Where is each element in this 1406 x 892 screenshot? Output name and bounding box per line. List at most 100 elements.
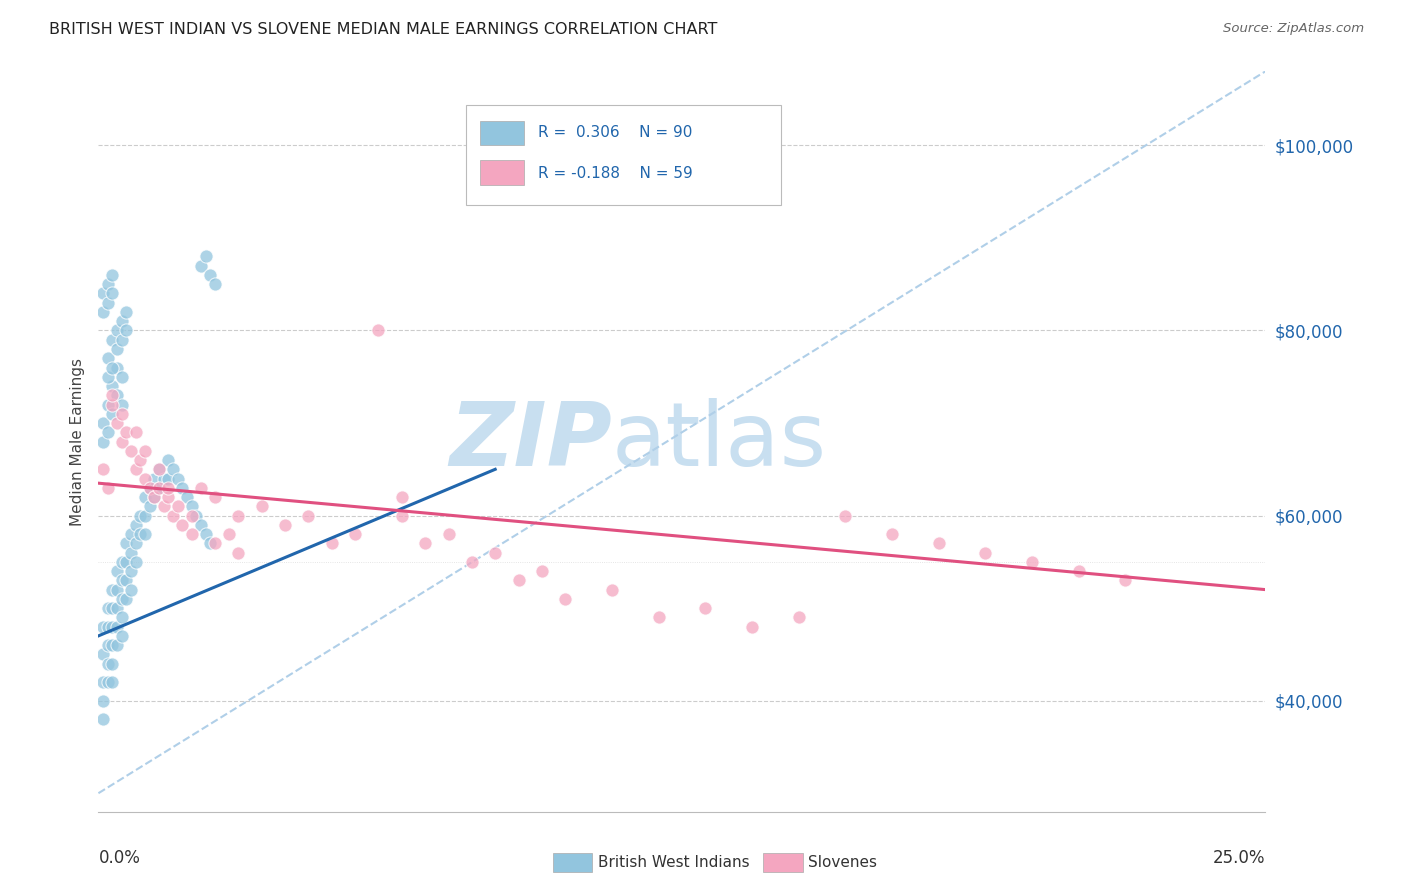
Point bbox=[204, 277, 226, 292]
Point bbox=[111, 574, 134, 588]
Point bbox=[344, 527, 367, 541]
Point bbox=[91, 712, 114, 726]
Point bbox=[91, 648, 114, 662]
Point bbox=[101, 360, 124, 375]
Point bbox=[172, 517, 194, 532]
Point bbox=[194, 527, 217, 541]
Point bbox=[274, 517, 297, 532]
Point bbox=[1067, 564, 1090, 578]
Point bbox=[143, 490, 166, 504]
Point bbox=[101, 398, 124, 412]
Point bbox=[461, 555, 484, 569]
Point bbox=[204, 536, 226, 550]
Point bbox=[180, 508, 202, 523]
Point bbox=[105, 564, 128, 578]
Point bbox=[115, 574, 138, 588]
Point bbox=[157, 453, 180, 467]
Text: R = -0.188    N = 59: R = -0.188 N = 59 bbox=[538, 166, 693, 181]
Point bbox=[97, 675, 120, 690]
Point bbox=[91, 416, 114, 430]
Point bbox=[148, 462, 170, 476]
Point bbox=[974, 545, 997, 560]
Point bbox=[115, 305, 138, 319]
Point bbox=[101, 333, 124, 347]
Point bbox=[204, 490, 226, 504]
Point bbox=[91, 675, 114, 690]
Point bbox=[120, 582, 142, 597]
Point bbox=[101, 638, 124, 652]
Point bbox=[115, 425, 138, 440]
Point bbox=[437, 527, 460, 541]
Point bbox=[91, 694, 114, 708]
Point bbox=[200, 268, 222, 282]
Point bbox=[157, 472, 180, 486]
Point bbox=[115, 536, 138, 550]
Point bbox=[105, 388, 128, 402]
Point bbox=[695, 601, 717, 615]
Point bbox=[101, 582, 124, 597]
Point bbox=[129, 453, 152, 467]
Point bbox=[391, 490, 413, 504]
Point bbox=[880, 527, 903, 541]
Point bbox=[143, 490, 166, 504]
Point bbox=[91, 462, 114, 476]
Point bbox=[139, 500, 162, 514]
Point bbox=[105, 416, 128, 430]
Point bbox=[413, 536, 436, 550]
Point bbox=[115, 555, 138, 569]
Point bbox=[190, 259, 212, 273]
Point bbox=[111, 398, 134, 412]
Point bbox=[134, 443, 156, 458]
Point bbox=[321, 536, 343, 550]
Point bbox=[180, 527, 202, 541]
Point bbox=[228, 508, 250, 523]
Point bbox=[101, 407, 124, 421]
Point bbox=[190, 517, 212, 532]
Point bbox=[134, 508, 156, 523]
Text: Slovenes: Slovenes bbox=[808, 855, 877, 870]
Point bbox=[194, 250, 217, 264]
Point bbox=[105, 638, 128, 652]
Point bbox=[101, 620, 124, 634]
Point bbox=[120, 545, 142, 560]
Point bbox=[157, 490, 180, 504]
Point bbox=[97, 657, 120, 671]
Point bbox=[125, 425, 148, 440]
Point bbox=[101, 286, 124, 301]
Point bbox=[97, 295, 120, 310]
Point bbox=[120, 564, 142, 578]
Point bbox=[162, 462, 184, 476]
Point bbox=[1114, 574, 1136, 588]
Point bbox=[97, 425, 120, 440]
Point bbox=[186, 508, 208, 523]
Point bbox=[91, 620, 114, 634]
Point bbox=[91, 434, 114, 449]
Point bbox=[105, 582, 128, 597]
Point bbox=[125, 517, 148, 532]
Point bbox=[97, 620, 120, 634]
Point bbox=[111, 369, 134, 384]
Point bbox=[172, 481, 194, 495]
Text: Source: ZipAtlas.com: Source: ZipAtlas.com bbox=[1223, 22, 1364, 36]
Bar bbox=[479, 161, 524, 185]
Point bbox=[97, 481, 120, 495]
Point bbox=[105, 601, 128, 615]
Text: 25.0%: 25.0% bbox=[1213, 849, 1265, 867]
Point bbox=[120, 527, 142, 541]
Point bbox=[129, 508, 152, 523]
Point bbox=[367, 324, 389, 338]
Point bbox=[166, 500, 188, 514]
Text: ZIP: ZIP bbox=[449, 398, 612, 485]
Point bbox=[148, 462, 170, 476]
Point bbox=[250, 500, 273, 514]
Text: BRITISH WEST INDIAN VS SLOVENE MEDIAN MALE EARNINGS CORRELATION CHART: BRITISH WEST INDIAN VS SLOVENE MEDIAN MA… bbox=[49, 22, 717, 37]
Bar bbox=[479, 121, 524, 145]
Point bbox=[125, 536, 148, 550]
Point bbox=[139, 481, 162, 495]
Point bbox=[97, 398, 120, 412]
Point bbox=[484, 545, 506, 560]
Point bbox=[97, 369, 120, 384]
Point bbox=[105, 620, 128, 634]
Point bbox=[101, 268, 124, 282]
Point bbox=[134, 472, 156, 486]
